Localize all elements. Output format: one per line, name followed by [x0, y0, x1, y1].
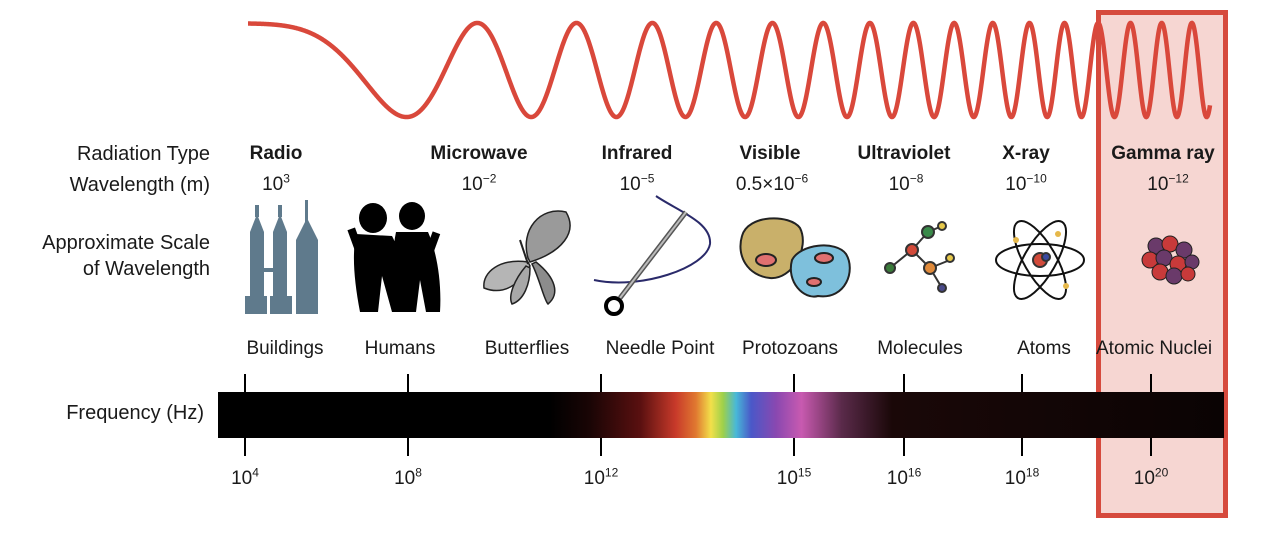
nucleus-icon	[1141, 235, 1200, 285]
type-radio: Radio	[249, 143, 303, 164]
object-molecules: Molecules	[877, 338, 963, 359]
scale-label-line1: Approximate Scale	[42, 232, 210, 254]
type-gamma: Gamma ray	[1111, 143, 1215, 164]
object-needle-point: Needle Point	[605, 338, 715, 359]
tick-label: 108	[394, 465, 422, 489]
tick-label: 1012	[583, 465, 619, 489]
type-microwave: Microwave	[430, 143, 528, 164]
frequency-spectrum-bar	[218, 392, 1224, 438]
butterfly-icon	[483, 210, 571, 306]
object-atoms: Atoms	[1017, 338, 1071, 359]
needle-icon	[593, 195, 712, 316]
wavelength-infrared: 10−5	[619, 171, 655, 195]
buildings-icon	[245, 200, 318, 314]
radiation-type-label: Radiation Type	[76, 143, 210, 165]
wavelength-xray: 10−10	[1005, 171, 1047, 195]
tick-label: 104	[231, 465, 259, 489]
tick-label: 1020	[1133, 465, 1169, 489]
wavelength-visible: 0.5×10−6	[735, 171, 809, 195]
type-ultraviolet: Ultraviolet	[857, 143, 951, 164]
humans-icon	[347, 202, 441, 312]
type-infrared: Infrared	[601, 143, 673, 164]
tick-label: 1018	[1004, 465, 1040, 489]
object-buildings: Buildings	[246, 338, 324, 359]
atom-icon	[995, 220, 1085, 300]
type-visible: Visible	[739, 143, 801, 164]
tick-label: 1015	[776, 465, 812, 489]
object-atomic-nuclei: Atomic Nuclei	[1096, 338, 1213, 359]
object-humans: Humans	[364, 338, 436, 359]
molecule-icon	[884, 221, 955, 293]
wavelength-gamma: 10−12	[1147, 171, 1189, 195]
wavelength-microwave: 10−2	[461, 171, 497, 195]
scale-label-line2: of Wavelength	[82, 258, 210, 280]
protozoa-icon	[739, 217, 851, 298]
wavelength-label: Wavelength (m)	[69, 174, 210, 196]
object-protozoans: Protozoans	[741, 338, 839, 359]
tick-label: 1016	[886, 465, 922, 489]
object-butterflies: Butterflies	[484, 338, 570, 359]
wavelength-ultraviolet: 10−8	[888, 171, 924, 195]
frequency-label: Frequency (Hz)	[66, 402, 204, 424]
type-xray: X-ray	[1002, 143, 1050, 164]
wavelength-radio: 103	[262, 171, 290, 195]
wave-line	[248, 20, 1213, 120]
